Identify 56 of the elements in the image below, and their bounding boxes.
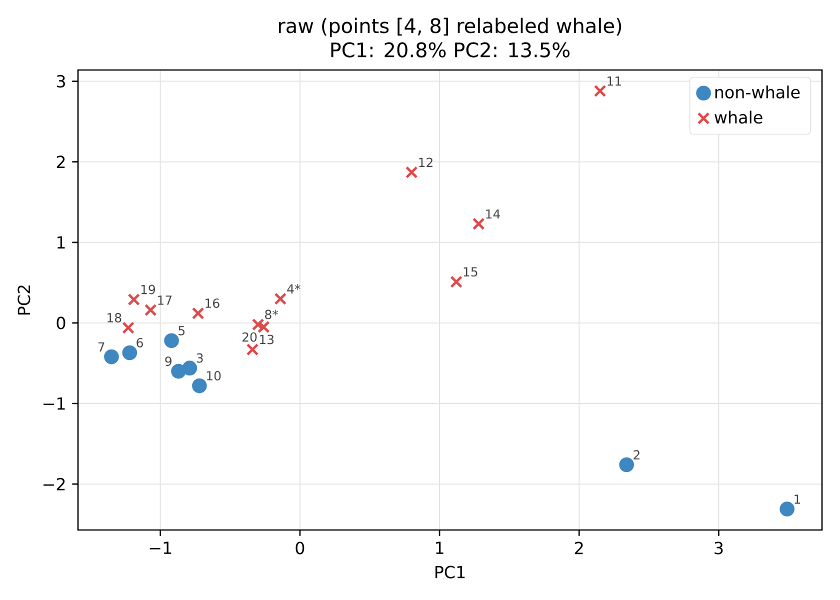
annotation: 4* <box>287 284 300 294</box>
y-tick-label: 3 <box>56 74 65 88</box>
x-tick-label: 1 <box>436 542 444 554</box>
annotation: 11 <box>608 76 621 86</box>
annotation: 7 <box>98 342 104 352</box>
annotation: 5 <box>178 326 185 336</box>
annotation: 13 <box>260 334 274 344</box>
point <box>164 333 179 348</box>
annotation: 2 <box>634 450 640 460</box>
annotation: 19 <box>141 284 156 294</box>
point <box>122 322 134 334</box>
annotation: 16 <box>206 298 220 308</box>
annotation: 3 <box>196 353 203 363</box>
x-axis-title: PC1 <box>436 566 465 578</box>
chart-title: raw (points [4, 8] relabeled whale) <box>278 18 622 38</box>
x-tick-label: 0 <box>296 542 304 554</box>
annotation: 14 <box>486 209 500 219</box>
y-axis-title: PC2 <box>18 286 30 314</box>
y-tick-label: −1 <box>43 397 65 410</box>
annotation: 17 <box>158 296 172 305</box>
point <box>472 218 485 230</box>
annotation: 1 <box>794 494 800 504</box>
annotation: 12 <box>419 158 432 167</box>
point <box>619 457 634 472</box>
x-tick-label: −1 <box>150 542 172 554</box>
point <box>246 343 259 356</box>
point <box>780 502 795 516</box>
point <box>252 318 264 331</box>
point <box>257 320 270 334</box>
x-tick-label: 3 <box>714 542 723 554</box>
point <box>122 345 138 360</box>
point <box>450 276 462 288</box>
point <box>192 378 207 394</box>
y-tick-label: 0 <box>56 316 66 330</box>
annotation: 6 <box>136 338 143 348</box>
point <box>144 304 157 316</box>
point <box>128 293 140 306</box>
x-tick-label: 2 <box>575 542 583 554</box>
point <box>405 166 418 179</box>
point <box>274 292 287 305</box>
point <box>594 84 606 98</box>
annotation: 9 <box>165 356 172 366</box>
annotation: 20 <box>242 332 257 342</box>
point <box>104 349 119 364</box>
y-tick-label: 1 <box>58 236 65 248</box>
annotation: 18 <box>108 313 122 322</box>
point <box>171 364 186 379</box>
annotation: 10 <box>206 371 221 380</box>
chart-subtitle: PC1: 20.8% PC2: 13.5% <box>331 42 570 58</box>
legend-label: non-whale <box>715 86 800 98</box>
legend-label: whale <box>714 110 762 124</box>
y-tick-label: −2 <box>43 478 65 490</box>
annotation: 8* <box>265 310 278 320</box>
point <box>192 307 204 320</box>
annotation: 15 <box>464 267 478 277</box>
y-tick-label: 2 <box>56 156 65 168</box>
